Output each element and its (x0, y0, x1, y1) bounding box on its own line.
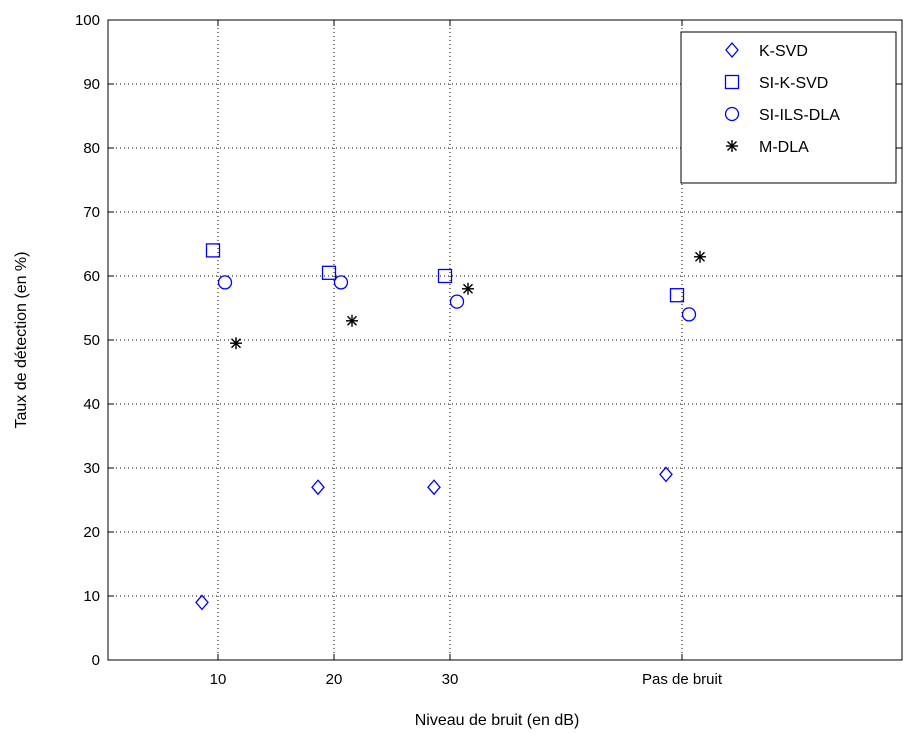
y-tick-label: 70 (83, 204, 100, 221)
data-point-square (321, 265, 337, 280)
y-tick-label: 90 (83, 76, 100, 93)
y-tick-label: 40 (83, 396, 100, 413)
y-tick-label: 30 (83, 460, 100, 477)
legend-label: K-SVD (759, 43, 808, 60)
data-point-circle (681, 307, 697, 322)
legend-label: SI-K-SVD (759, 75, 828, 92)
y-axis-ticks: 0 10 20 30 40 50 60 70 80 90 100 (75, 12, 902, 669)
data-point-diamond (311, 479, 325, 496)
x-tick-label: 10 (210, 671, 227, 688)
data-point-circle (217, 275, 233, 290)
x-axis-ticks: 10 20 30 Pas de bruit (210, 20, 723, 688)
plot-frame (107, 19, 903, 661)
x-tick-label: Pas de bruit (642, 671, 723, 688)
legend-marker-diamond (725, 42, 739, 58)
y-tick-label: 60 (83, 268, 100, 285)
data-point-star (346, 314, 358, 327)
y-tick-label: 80 (83, 140, 100, 157)
grid-lines (108, 20, 902, 660)
y-tick-label: 100 (75, 12, 100, 29)
data-point-diamond (195, 594, 209, 611)
legend-label: SI-ILS-DLA (759, 107, 840, 124)
legend-marker-circle (724, 106, 740, 122)
legend-marker-star (726, 140, 738, 152)
data-point-circle (449, 294, 465, 309)
legend: K-SVD SI-K-SVD SI-ILS-DLA M-DLA (680, 31, 897, 184)
data-point-diamond (659, 466, 673, 483)
legend-label: M-DLA (759, 139, 809, 156)
data-point-square (205, 243, 221, 258)
data-point-star (462, 282, 474, 295)
legend-box (680, 31, 897, 184)
y-axis-label: Taux de détection (en %) (13, 252, 30, 429)
y-tick-label: 10 (83, 588, 100, 605)
y-tick-label: 50 (83, 332, 100, 349)
data-point-star (694, 250, 706, 263)
y-tick-label: 0 (92, 652, 100, 669)
data-points (195, 243, 706, 611)
x-tick-label: 30 (442, 671, 459, 688)
data-point-diamond (427, 479, 441, 496)
legend-marker-square (724, 74, 740, 90)
y-tick-label: 20 (83, 524, 100, 541)
x-tick-label: 20 (326, 671, 343, 688)
data-point-circle (333, 275, 349, 290)
data-point-star (230, 337, 242, 350)
data-point-square (669, 288, 685, 303)
data-point-square (437, 268, 453, 284)
x-axis-label: Niveau de bruit (en dB) (415, 712, 580, 729)
